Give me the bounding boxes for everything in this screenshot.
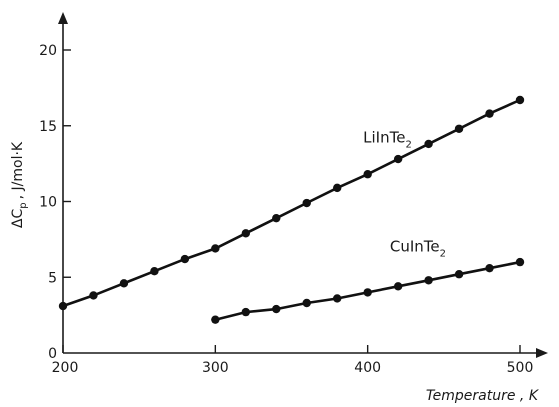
data-point: [119, 279, 129, 288]
y-tick-label: 10: [39, 195, 57, 211]
series-label: LiInTe2: [363, 128, 412, 150]
series-label-sub: 2: [405, 139, 411, 150]
data-point: [393, 154, 403, 164]
data-point: [241, 229, 250, 238]
data-point: [211, 244, 220, 253]
data-point: [241, 307, 250, 317]
data-point: [150, 266, 159, 276]
data-point: [485, 263, 494, 273]
series-label: CuInTe2: [390, 237, 446, 259]
x-tick-label: 500: [507, 360, 534, 376]
data-point: [363, 288, 372, 297]
series-label-sub: 2: [440, 248, 446, 259]
y-axis-label-main: ΔC: [10, 209, 26, 229]
y-axis-arrow-icon: [58, 12, 68, 24]
data-point: [424, 276, 433, 285]
axes: [58, 12, 548, 358]
y-axis-label-rest: , J/mol·K: [10, 141, 26, 199]
series-LiInTe2: LiInTe2: [58, 95, 525, 311]
y-tick-label: 0: [48, 346, 57, 362]
data-point: [454, 124, 464, 133]
data-point: [485, 109, 494, 118]
x-tick-label: 200: [52, 360, 79, 376]
data-point: [89, 291, 98, 300]
data-point: [333, 183, 342, 193]
series-label-main: CuInTe: [390, 237, 440, 255]
data-point: [454, 270, 464, 279]
data-point: [211, 315, 220, 324]
data-point: [363, 170, 372, 179]
x-tick-label: 300: [202, 360, 229, 376]
y-tick-label: 5: [48, 270, 57, 286]
data-point: [180, 254, 190, 264]
data-point: [333, 294, 342, 303]
x-axis-arrow-icon: [536, 348, 548, 358]
x-tick-label: 400: [354, 360, 381, 376]
data-point: [515, 257, 525, 267]
series-CuInTe2: CuInTe2: [211, 237, 525, 324]
x-axis-label: Temperature , K: [426, 388, 540, 404]
y-tick-label: 20: [39, 43, 57, 59]
series-label-main: LiInTe: [363, 128, 405, 146]
series-line: [62, 98, 521, 308]
y-axis-label: ΔCp , J/mol·K: [10, 141, 29, 228]
data-point: [272, 213, 281, 223]
y-tick-label: 15: [39, 119, 57, 135]
data-point: [393, 282, 403, 291]
data-point: [58, 301, 68, 311]
data-point: [302, 298, 311, 308]
data-point: [424, 139, 433, 149]
data-point: [515, 95, 525, 105]
ticks: 0 5 10 15 20 200 300 400 500: [39, 43, 533, 376]
y-axis-label-sub: p: [18, 202, 29, 208]
data-point: [272, 304, 281, 314]
data-point: [302, 198, 311, 208]
